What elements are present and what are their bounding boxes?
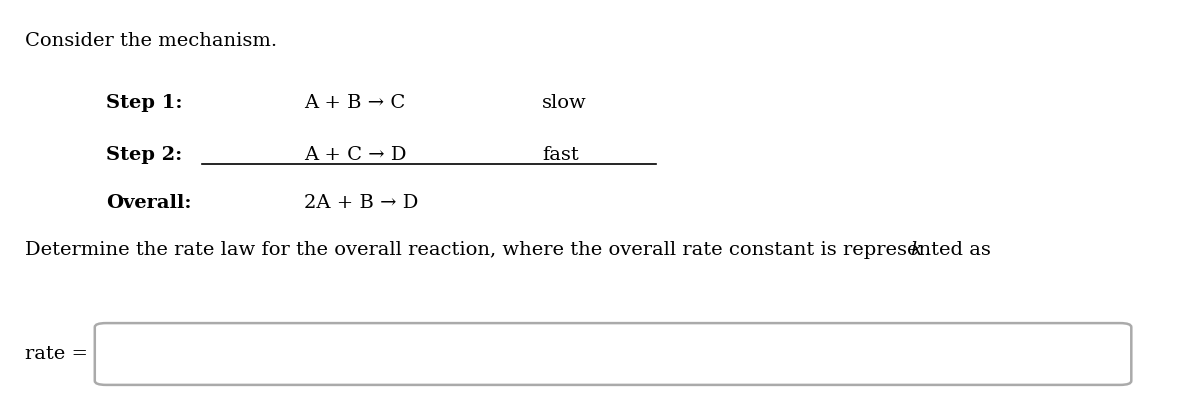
Text: 2A + B → D: 2A + B → D	[305, 194, 419, 212]
Text: A + B → C: A + B → C	[305, 94, 406, 112]
Text: .: .	[924, 241, 930, 259]
Text: slow: slow	[542, 94, 587, 112]
Text: fast: fast	[542, 146, 578, 164]
Text: Overall:: Overall:	[106, 194, 192, 212]
Text: rate =: rate =	[24, 345, 88, 363]
Text: Consider the mechanism.: Consider the mechanism.	[24, 32, 277, 50]
Text: Step 1:: Step 1:	[106, 94, 182, 112]
Text: A + C → D: A + C → D	[305, 146, 407, 164]
Text: k: k	[911, 241, 923, 259]
Text: Determine the rate law for the overall reaction, where the overall rate constant: Determine the rate law for the overall r…	[24, 241, 997, 259]
FancyBboxPatch shape	[95, 323, 1132, 385]
Text: Step 2:: Step 2:	[106, 146, 182, 164]
